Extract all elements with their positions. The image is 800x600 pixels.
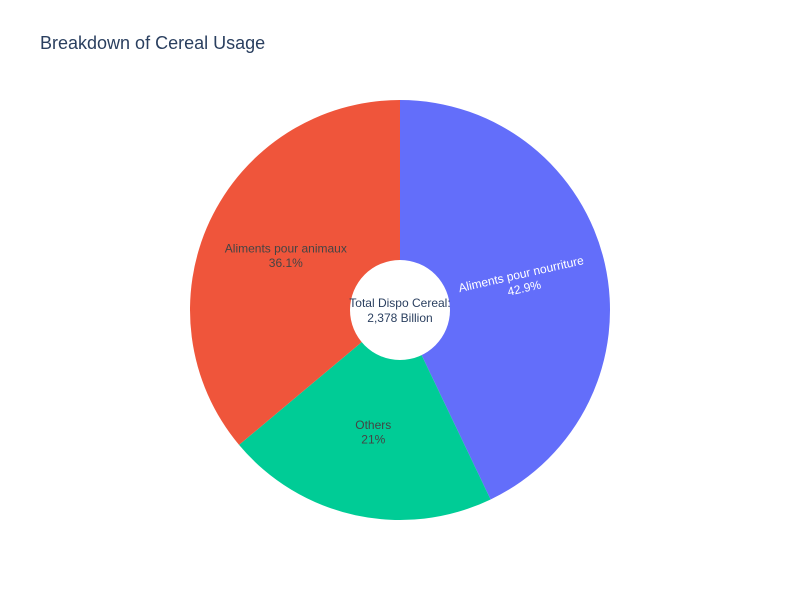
donut-hole	[350, 260, 450, 360]
donut-slice-0[interactable]	[400, 100, 610, 500]
slice-label-percent: 36.1%	[269, 256, 303, 270]
donut-slice-2[interactable]	[190, 100, 400, 445]
slice-label-name: Aliments pour animaux	[225, 242, 347, 256]
slice-label-percent: 21%	[361, 432, 385, 446]
center-annotation-text: Total Dispo Cereal: 2,378 Billion	[349, 296, 450, 325]
slice-label-name: Others	[355, 418, 391, 432]
center-annotation-line: Total Dispo Cereal:	[349, 296, 450, 310]
donut-slices	[190, 100, 610, 521]
center-annotation-line: 2,378 Billion	[367, 311, 432, 325]
slice-label-1: Others 21%	[355, 418, 391, 446]
chart-title: Breakdown of Cereal Usage	[40, 33, 266, 53]
slice-label-2: Aliments pour animaux 36.1%	[225, 242, 347, 270]
donut-slice-1[interactable]	[239, 310, 491, 521]
center-annotation: Total Dispo Cereal: 2,378 Billion	[349, 296, 450, 325]
